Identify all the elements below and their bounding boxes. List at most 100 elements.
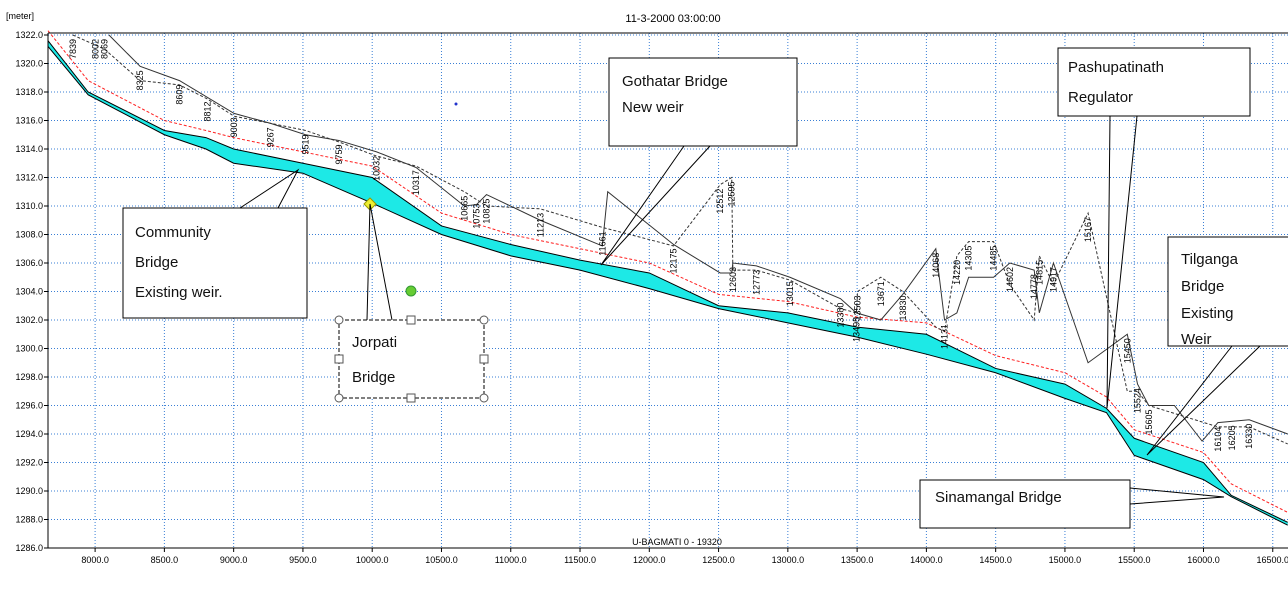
profile-line bbox=[72, 34, 1288, 445]
x-tick-label: 16500.0 bbox=[1256, 555, 1288, 565]
marker-dot bbox=[454, 102, 458, 106]
callout-box[interactable] bbox=[338, 319, 485, 399]
chainage-label: 10825 bbox=[482, 199, 492, 224]
x-tick-label: 11000.0 bbox=[495, 555, 527, 565]
y-tick-label: 1306.0 bbox=[15, 258, 43, 268]
handle[interactable] bbox=[334, 315, 344, 325]
y-tick-label: 1292.0 bbox=[15, 458, 43, 468]
chainage-label: 10753 bbox=[472, 204, 482, 229]
subtitle: 11-3-2000 03:00:00 bbox=[625, 13, 720, 25]
chainage-label: 15450 bbox=[1122, 338, 1132, 363]
handle[interactable] bbox=[479, 354, 489, 364]
branch-label: U-BAGMATI 0 - 19320 bbox=[632, 537, 722, 547]
handle[interactable] bbox=[479, 315, 489, 325]
chainage-label: 8069 bbox=[100, 39, 110, 59]
y-tick-label: 1294.0 bbox=[15, 429, 43, 439]
chainage-label: 14778 bbox=[1029, 274, 1039, 299]
x-tick-label: 8000.0 bbox=[81, 555, 109, 565]
chainage-label: 13830 bbox=[898, 296, 908, 321]
chainage-label: 9003 bbox=[229, 117, 239, 137]
chainage-label: 8609 bbox=[174, 85, 184, 105]
y-tick-label: 1298.0 bbox=[15, 372, 43, 382]
chainage-label: 10317 bbox=[411, 170, 421, 195]
callout-text: Community bbox=[135, 224, 211, 241]
chainage-label: 11213 bbox=[535, 213, 545, 237]
x-tick-label: 14500.0 bbox=[979, 555, 1012, 565]
x-tick-label: 12000.0 bbox=[633, 555, 666, 565]
chainage-label: 11661 bbox=[597, 231, 607, 255]
callout-pointer bbox=[366, 203, 393, 321]
callout-text: Sinamangal Bridge bbox=[935, 489, 1062, 506]
chainage-label: 14815 bbox=[1034, 260, 1044, 285]
chainage-label: 16330 bbox=[1244, 424, 1254, 449]
y-tick-label: 1314.0 bbox=[15, 144, 43, 154]
callout-text: Existing bbox=[1181, 305, 1234, 322]
x-tick-label: 15500.0 bbox=[1118, 555, 1151, 565]
chainage-label: 14305 bbox=[964, 246, 974, 271]
handle[interactable] bbox=[334, 393, 344, 403]
chainage-label: 14917 bbox=[1048, 267, 1058, 292]
y-tick-label: 1302.0 bbox=[15, 315, 43, 325]
callout-texts: Community Bridge Existing weir. Jorpati … bbox=[135, 59, 1239, 506]
callout-box bbox=[1167, 236, 1288, 347]
profiles bbox=[47, 30, 1288, 526]
handle[interactable] bbox=[406, 315, 416, 325]
x-tick-label: 15000.0 bbox=[1049, 555, 1082, 565]
callout-pointer bbox=[239, 168, 300, 209]
chainage-label: 10032 bbox=[372, 156, 382, 181]
chainage-label: 13380 bbox=[835, 303, 845, 328]
callout-box bbox=[608, 57, 798, 147]
y-tick-label: 1308.0 bbox=[15, 230, 43, 240]
y-tick-label: 1288.0 bbox=[15, 515, 43, 525]
y-tick-label: 1320.0 bbox=[15, 59, 43, 69]
chainage-label: 10665 bbox=[459, 196, 469, 221]
handle[interactable] bbox=[334, 354, 344, 364]
callout-pointer bbox=[1129, 487, 1225, 505]
x-tick-label: 16000.0 bbox=[1187, 555, 1220, 565]
callout-text: Gothatar Bridge bbox=[622, 73, 728, 90]
chainage-label: 8325 bbox=[135, 70, 145, 90]
callout-text: Pashupatinath bbox=[1068, 59, 1164, 76]
y-tick-label: 1286.0 bbox=[15, 543, 43, 553]
y-tick-label: 1322.0 bbox=[15, 30, 43, 40]
chainage-label: 14220 bbox=[952, 260, 962, 285]
callout-box bbox=[122, 207, 308, 319]
chainage-label: 13495 bbox=[851, 317, 861, 342]
x-tick-label: 9000.0 bbox=[220, 555, 248, 565]
x-tick-label: 14000.0 bbox=[910, 555, 943, 565]
chainage-label: 8812 bbox=[203, 101, 213, 121]
callout-text: Tilganga bbox=[1181, 251, 1239, 268]
chainage-label: 12595 bbox=[727, 182, 737, 207]
profile-line bbox=[108, 34, 1288, 442]
chainage-label: 13015 bbox=[785, 281, 795, 306]
y-unit: [meter] bbox=[6, 11, 34, 21]
callout-box bbox=[919, 479, 1131, 529]
chainage-label: 15167 bbox=[1083, 217, 1093, 242]
chainage-label: 16104 bbox=[1213, 427, 1223, 452]
y-tick-label: 1310.0 bbox=[15, 201, 43, 211]
chainage-label: 14131 bbox=[940, 324, 950, 349]
rotate-handle[interactable] bbox=[405, 285, 417, 297]
callout-text: Jorpati bbox=[352, 334, 397, 351]
callout-text: Weir bbox=[1181, 331, 1212, 348]
callout-pointer bbox=[1106, 115, 1138, 409]
chainage-label: 9759 bbox=[334, 144, 344, 164]
chainage-label: 12773 bbox=[751, 270, 761, 295]
axis-labels: 8000.0 8500.0 9000.0 9500.0 10000.0 10500.0 11… bbox=[15, 30, 1288, 565]
x-tick-label: 12500.0 bbox=[702, 555, 735, 565]
selection-handles[interactable] bbox=[334, 315, 489, 403]
chainage-label: 8002 bbox=[90, 39, 100, 59]
y-tick-label: 1316.0 bbox=[15, 116, 43, 126]
water-fill bbox=[48, 40, 1288, 526]
callout-text: Bridge bbox=[1181, 278, 1224, 295]
handle[interactable] bbox=[479, 393, 489, 403]
x-tick-label: 10500.0 bbox=[425, 555, 458, 565]
chainage-labels: 7839 8002 8069 8325 8609 8812 9003 9267 9519 9759… bbox=[68, 39, 1254, 452]
x-tick-label: 13500.0 bbox=[841, 555, 874, 565]
y-tick-label: 1296.0 bbox=[15, 401, 43, 411]
handle[interactable] bbox=[406, 393, 416, 403]
profile-line bbox=[47, 46, 1288, 526]
chainage-label: 12603 bbox=[728, 267, 738, 292]
x-tick-label: 13000.0 bbox=[772, 555, 805, 565]
